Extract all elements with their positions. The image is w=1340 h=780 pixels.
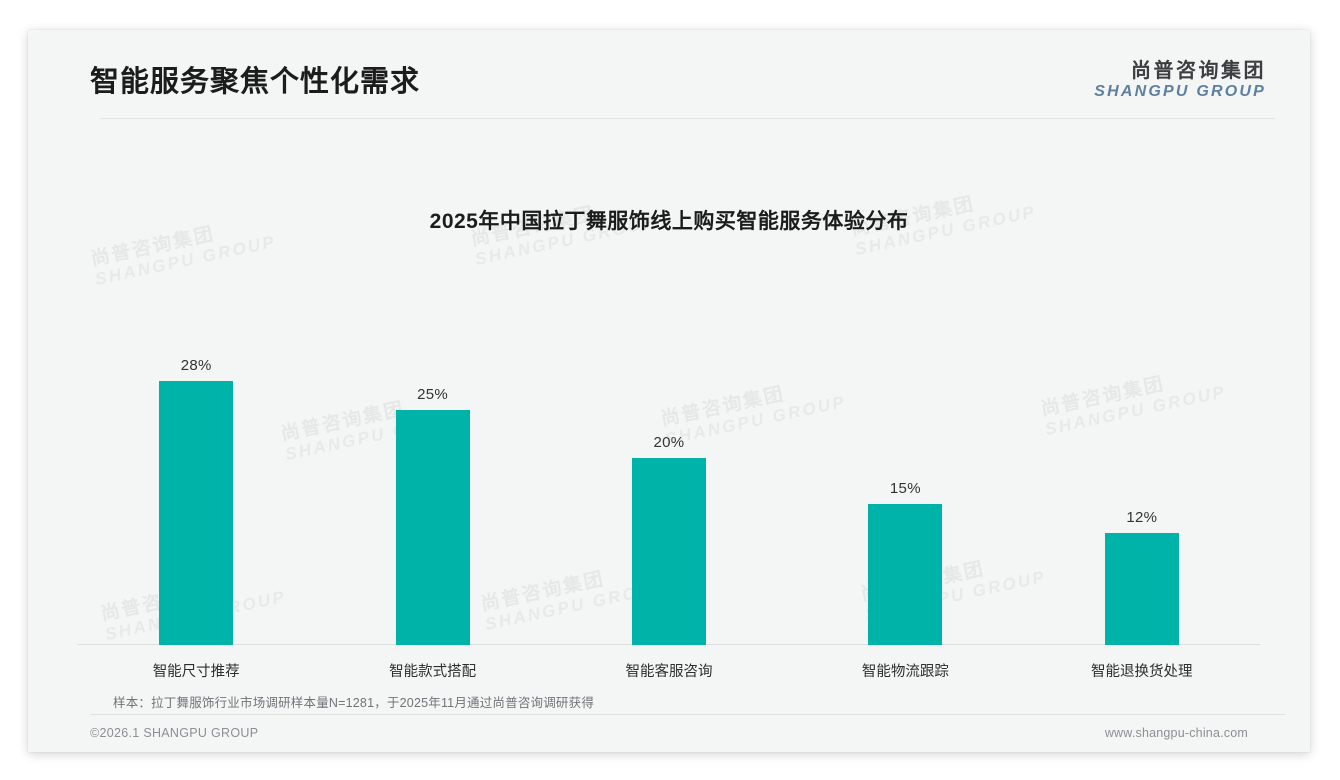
bar-column[interactable]: 20% (631, 434, 706, 645)
bar-rect[interactable] (395, 410, 470, 645)
header-divider (100, 118, 1275, 119)
chart-title: 2025年中国拉丁舞服饰线上购买智能服务体验分布 (429, 210, 909, 233)
sample-footnote: 样本：拉丁舞服饰行业市场调研样本量N=1281，于2025年11月通过尚普咨询调… (113, 696, 595, 710)
website-link[interactable]: www.shangpu-china.com (1104, 726, 1248, 740)
category-label: 智能退换货处理 (1091, 664, 1193, 680)
slide-header: 智能服务聚焦个性化需求 尚普咨询集团 SHANGPU GROUP (28, 30, 1310, 120)
brand-logo: 尚普咨询集团 SHANGPU GROUP (1094, 60, 1266, 101)
bar-column[interactable]: 28% (159, 357, 234, 645)
bar-value-label: 25% (417, 386, 449, 403)
category-label: 智能物流跟踪 (861, 664, 949, 680)
bar-value-label: 28% (180, 357, 212, 374)
bar-group: 28% 智能尺寸推荐 (78, 260, 314, 680)
footer-divider (90, 714, 1285, 715)
category-label: 智能客服咨询 (625, 664, 713, 680)
bar-column[interactable]: 25% (395, 386, 470, 645)
bar-chart-plot: 28% 智能尺寸推荐 25% 智能款式搭配 20% 智能客服咨询 (78, 260, 1260, 680)
bar-column[interactable]: 15% (868, 480, 943, 645)
logo-english-text: SHANGPU GROUP (1094, 83, 1266, 100)
bar-column[interactable]: 12% (1104, 509, 1179, 645)
bar-group: 20% 智能客服咨询 (551, 260, 787, 680)
category-label: 智能款式搭配 (389, 664, 477, 680)
chart-area: 2025年中国拉丁舞服饰线上购买智能服务体验分布 28% 智能尺寸推荐 25% … (28, 120, 1310, 680)
slide-footer: ©2026.1 SHANGPU GROUP www.shangpu-china.… (28, 720, 1310, 752)
bar-value-label: 20% (653, 434, 685, 451)
bar-rect[interactable] (631, 458, 706, 645)
slide: 尚普咨询集团 SHANGPU GROUP 尚普咨询集团 SHANGPU GROUP … (28, 30, 1310, 752)
bar-group: 25% 智能款式搭配 (314, 260, 550, 680)
bar-group: 15% 智能物流跟踪 (787, 260, 1023, 680)
copyright-text: ©2026.1 SHANGPU GROUP (90, 726, 259, 740)
logo-chinese-text: 尚普咨询集团 (1131, 60, 1266, 82)
bar-value-label: 15% (889, 480, 921, 497)
bar-group: 12% 智能退换货处理 (1024, 260, 1260, 680)
bar-value-label: 12% (1126, 509, 1158, 526)
bar-rect[interactable] (1104, 533, 1179, 645)
category-label: 智能尺寸推荐 (152, 664, 240, 680)
bar-rect[interactable] (868, 504, 943, 645)
page-title: 智能服务聚焦个性化需求 (90, 66, 421, 98)
bar-rect[interactable] (159, 381, 234, 645)
